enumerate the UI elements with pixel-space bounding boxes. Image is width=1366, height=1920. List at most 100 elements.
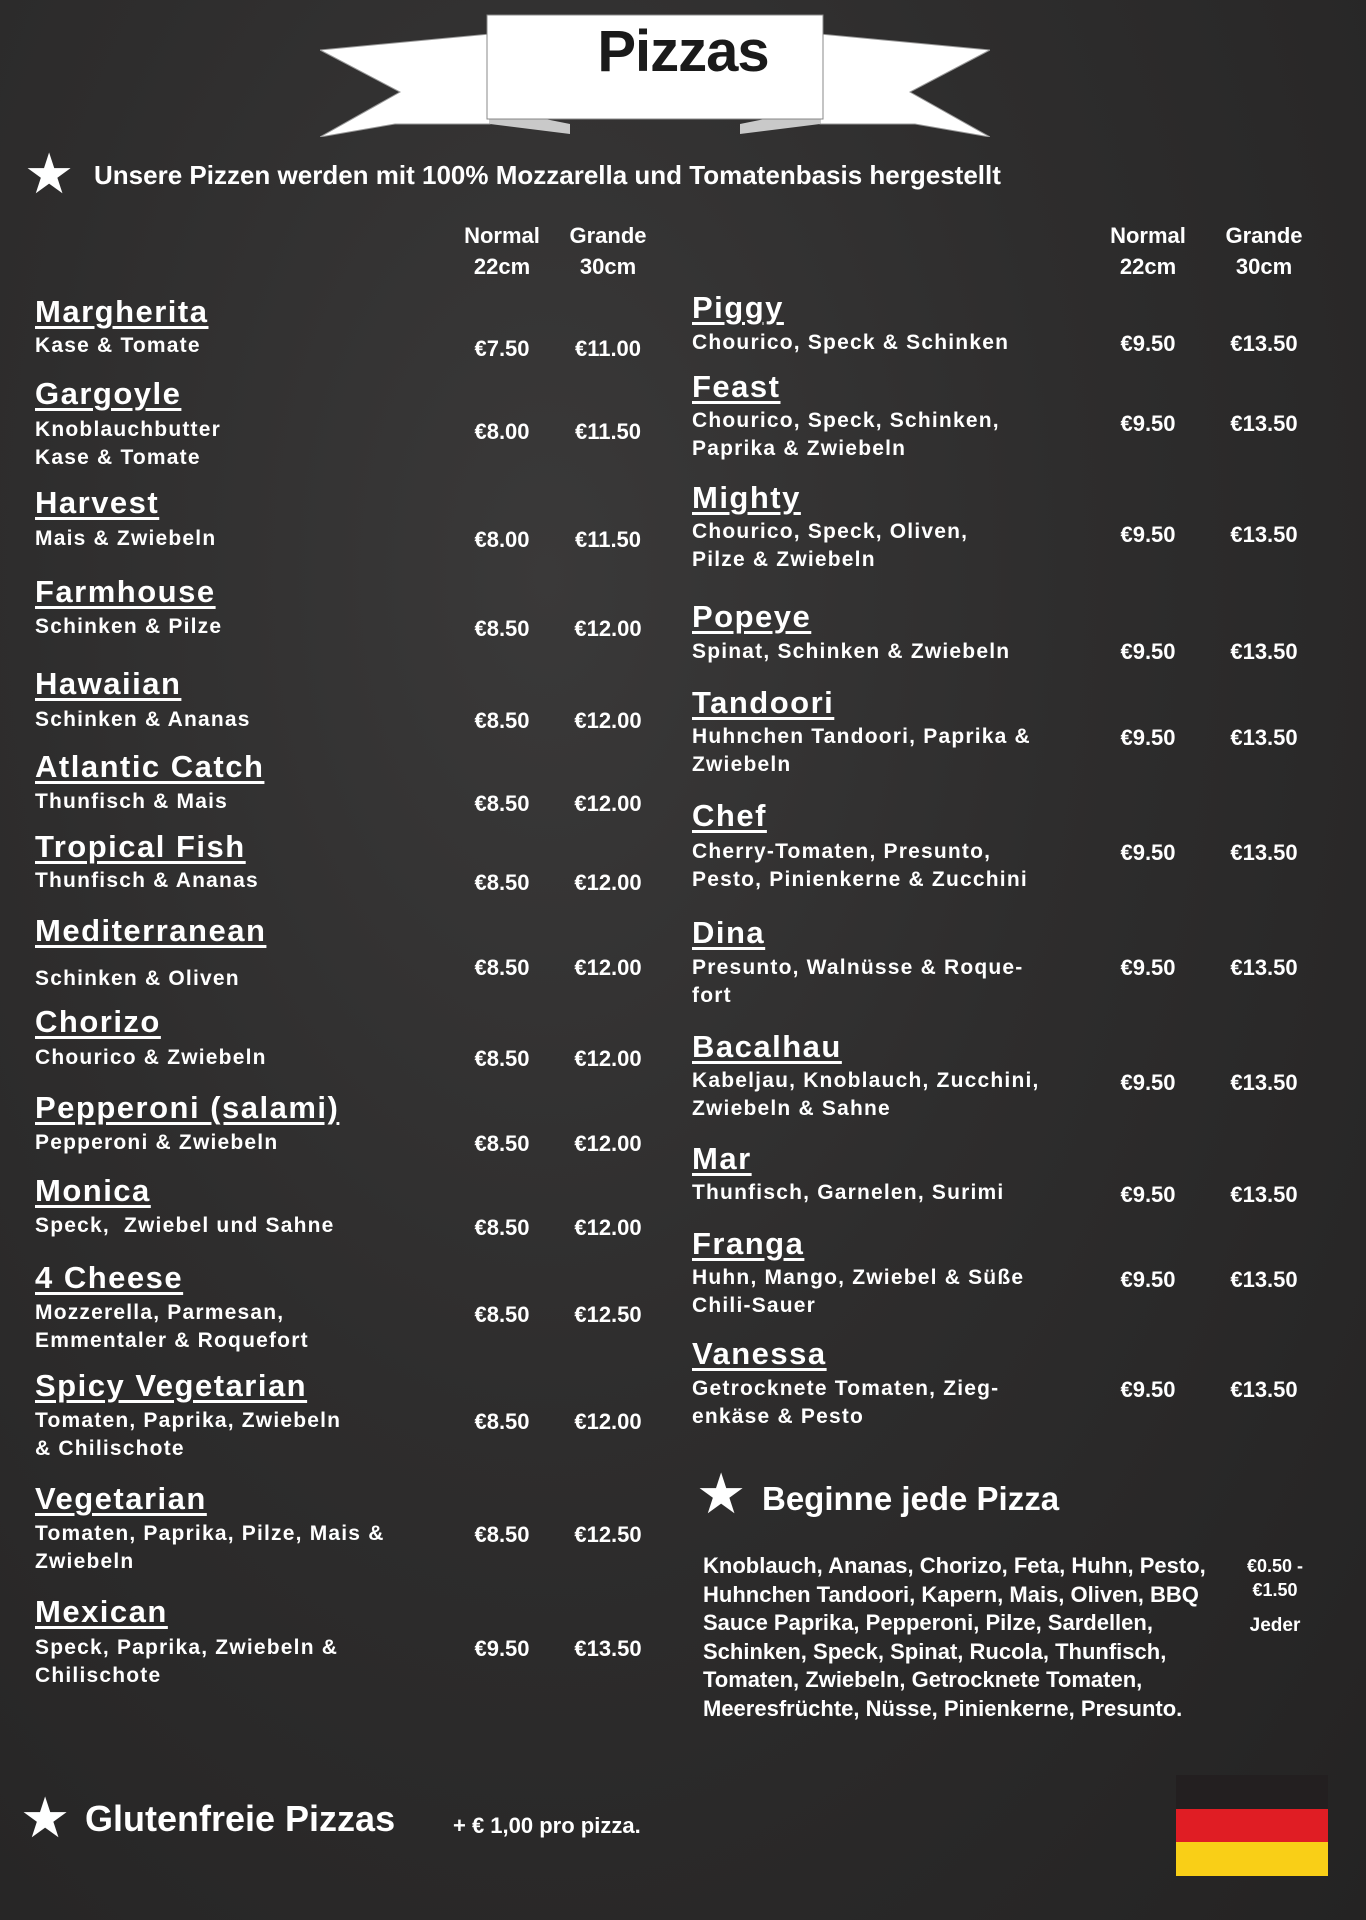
star-icon: ★ bbox=[24, 142, 75, 205]
price-normal: €8.50 bbox=[474, 1301, 530, 1327]
pizza-name: Harvest bbox=[35, 485, 160, 521]
price-normal: €8.00 bbox=[474, 526, 530, 552]
pizza-name: Franga bbox=[692, 1225, 805, 1261]
price-normal: €8.50 bbox=[474, 1131, 530, 1157]
price-grande: €11.00 bbox=[574, 335, 642, 361]
price-grande: €12.50 bbox=[574, 1521, 642, 1547]
pizza-name: Vanessa bbox=[692, 1335, 827, 1371]
price-normal: €9.50 bbox=[1120, 639, 1176, 665]
toppings-price: €0.50 - €1.50 bbox=[1246, 1556, 1304, 1600]
pizza-description: Mozzerella, Parmesan, Emmentaler & Roque… bbox=[35, 1301, 309, 1353]
price-grande: €13.50 bbox=[1230, 521, 1298, 547]
pizza-description: Thunfisch & Ananas bbox=[35, 869, 259, 893]
pizza-name: Mar bbox=[692, 1141, 752, 1177]
pizza-name: Margherita bbox=[35, 294, 209, 330]
pizza-description: Schinken & Pilze bbox=[35, 614, 223, 638]
right-grande-header: Grande 30cm bbox=[1225, 223, 1303, 279]
pizza-name: Mighty bbox=[692, 480, 801, 516]
pizza-name: Piggy bbox=[692, 290, 784, 326]
price-grande: €12.00 bbox=[574, 707, 642, 733]
pizza-name: Farmhouse bbox=[35, 574, 216, 610]
intro-text: Unsere Pizzen werden mit 100% Mozzarella… bbox=[94, 160, 1001, 190]
star-icon: ★ bbox=[696, 1462, 747, 1525]
price-normal: €9.50 bbox=[1120, 955, 1176, 981]
pizza-description: Schinken & Ananas bbox=[35, 707, 251, 731]
pizza-description: Kabeljau, Knoblauch, Zucchini, Zwiebeln … bbox=[692, 1068, 1040, 1120]
price-normal: €7.50 bbox=[474, 335, 530, 361]
title-banner bbox=[320, 14, 990, 137]
price-normal: €8.50 bbox=[474, 1214, 530, 1240]
price-normal: €8.50 bbox=[474, 707, 530, 733]
pizza-description: Getrocknete Tomaten, Zieg- enkäse & Pest… bbox=[692, 1377, 1000, 1429]
pizza-name: Atlantic Catch bbox=[35, 749, 265, 785]
pizza-name: Chorizo bbox=[35, 1004, 161, 1040]
price-normal: €8.50 bbox=[474, 791, 530, 817]
price-grande: €13.50 bbox=[1230, 955, 1298, 981]
pizza-name: Mexican bbox=[35, 1594, 168, 1629]
pizza-description: Chourico, Speck, Oliven, Pilze & Zwiebel… bbox=[692, 520, 969, 572]
price-grande: €13.50 bbox=[1230, 639, 1298, 665]
price-normal: €9.50 bbox=[1120, 330, 1176, 356]
price-grande: €12.00 bbox=[574, 955, 642, 981]
pizza-name: Pepperoni (salami) bbox=[35, 1089, 340, 1125]
price-grande: €12.00 bbox=[574, 791, 642, 817]
price-normal: €8.50 bbox=[474, 616, 530, 642]
star-icon: ★ bbox=[20, 1786, 71, 1849]
price-grande: €13.50 bbox=[574, 1635, 642, 1661]
pizza-name: Chef bbox=[692, 798, 767, 834]
pizza-name: Dina bbox=[692, 914, 766, 950]
price-grande: €12.50 bbox=[574, 1301, 642, 1327]
gluten-free-note: + € 1,00 pro pizza. bbox=[453, 1813, 641, 1838]
price-grande: €13.50 bbox=[1230, 725, 1298, 751]
pizza-description: Spinat, Schinken & Zwiebeln bbox=[692, 640, 1011, 664]
price-normal: €8.50 bbox=[474, 1409, 530, 1435]
price-normal: €8.00 bbox=[474, 419, 530, 445]
pizza-description: Knoblauchbutter Kase & Tomate bbox=[35, 417, 221, 469]
price-grande: €12.00 bbox=[574, 1214, 642, 1240]
left-normal-header: Normal 22cm bbox=[464, 223, 540, 279]
pizza-description: Thunfisch & Mais bbox=[35, 789, 229, 813]
price-grande: €13.50 bbox=[1230, 1267, 1298, 1293]
price-normal: €9.50 bbox=[1120, 1070, 1176, 1096]
price-normal: €8.50 bbox=[474, 1521, 530, 1547]
pizza-description: Tomaten, Paprika, Zwiebeln & Chilischote bbox=[35, 1409, 342, 1461]
price-normal: €9.50 bbox=[474, 1635, 530, 1661]
pizza-description: Huhn, Mango, Zwiebel & Süße Chili-Sauer bbox=[692, 1265, 1025, 1317]
pizza-description: Pepperoni & Zwiebeln bbox=[35, 1131, 279, 1155]
pizza-description: Thunfisch, Garnelen, Surimi bbox=[692, 1181, 1005, 1205]
price-normal: €9.50 bbox=[1120, 410, 1176, 436]
pizza-description: Mais & Zwiebeln bbox=[35, 526, 217, 550]
price-normal: €8.50 bbox=[474, 869, 530, 895]
page-title: Pizzas bbox=[597, 19, 769, 84]
pizza-name: Feast bbox=[692, 368, 781, 404]
pizza-name: Bacalhau bbox=[692, 1028, 842, 1064]
price-normal: €8.50 bbox=[474, 1045, 530, 1071]
germany-flag-icon bbox=[1176, 1775, 1328, 1876]
price-normal: €9.50 bbox=[1120, 725, 1176, 751]
price-grande: €12.00 bbox=[574, 616, 642, 642]
pizza-name: Popeye bbox=[692, 598, 812, 634]
gluten-free-heading: Glutenfreie Pizzas bbox=[85, 1798, 396, 1839]
price-normal: €9.50 bbox=[1120, 1267, 1176, 1293]
pizza-name: Mediterranean bbox=[35, 913, 267, 949]
pizza-name: Gargoyle bbox=[35, 376, 182, 412]
price-normal: €9.50 bbox=[1120, 840, 1176, 866]
pizza-name: Monica bbox=[35, 1172, 151, 1208]
right-normal-header: Normal 22cm bbox=[1110, 223, 1186, 279]
pizza-name: Vegetarian bbox=[35, 1481, 207, 1517]
price-grande: €13.50 bbox=[1230, 410, 1298, 436]
pizza-description: Chourico, Speck, Schinken, Paprika & Zwi… bbox=[692, 409, 1000, 461]
price-grande: €13.50 bbox=[1230, 1070, 1298, 1096]
price-grande: €12.00 bbox=[574, 1409, 642, 1435]
price-grande: €12.00 bbox=[574, 1045, 642, 1071]
pizza-name: 4 Cheese bbox=[35, 1259, 184, 1295]
price-grande: €13.50 bbox=[1230, 840, 1298, 866]
pizza-description: Huhnchen Tandoori, Paprika & Zwiebeln bbox=[692, 724, 1031, 776]
price-normal: €8.50 bbox=[474, 955, 530, 981]
price-grande: €11.50 bbox=[574, 526, 642, 552]
pizza-description: Chourico, Speck & Schinken bbox=[692, 330, 1010, 354]
toppings-heading: Beginne jede Pizza bbox=[762, 1480, 1060, 1517]
pizza-description: Kase & Tomate bbox=[35, 334, 201, 358]
price-normal: €9.50 bbox=[1120, 521, 1176, 547]
